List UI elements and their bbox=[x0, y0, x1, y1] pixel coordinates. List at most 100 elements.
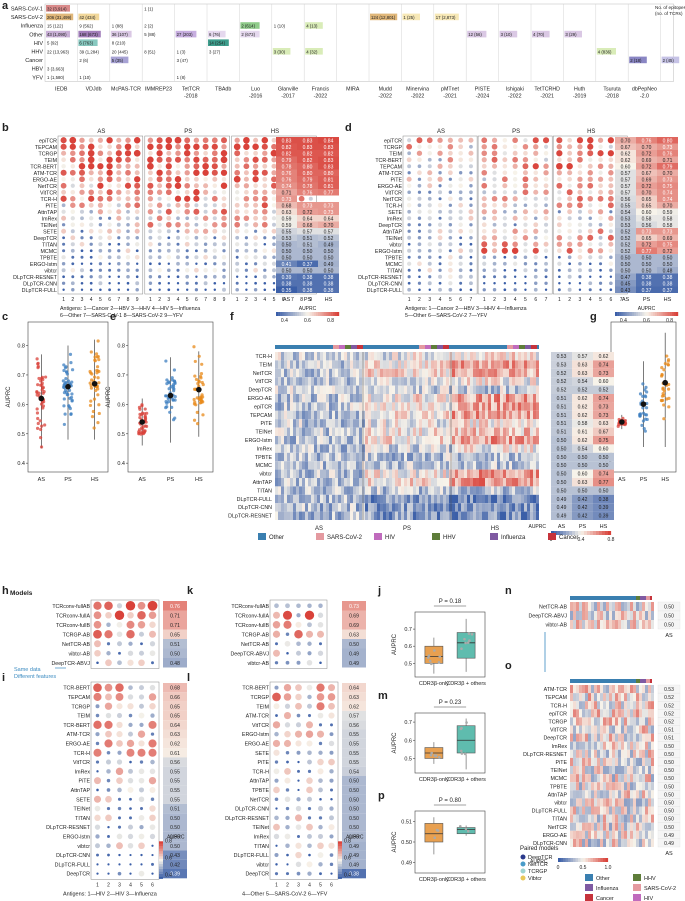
panel-f-heat-cell bbox=[428, 478, 431, 487]
panel-f-heat-cell bbox=[437, 419, 440, 428]
panel-b-dot bbox=[107, 183, 112, 189]
panel-a-row-label: HHV bbox=[31, 50, 43, 56]
panel-f-heat-cell bbox=[365, 452, 368, 462]
panel-f-heat-cell bbox=[383, 427, 386, 436]
panel-d-score-cell bbox=[615, 189, 636, 196]
panel-f-heat-cell bbox=[410, 360, 413, 369]
panel-b-dot bbox=[70, 177, 75, 182]
panel-d-dot bbox=[556, 234, 563, 241]
panel-d-dot bbox=[458, 144, 464, 150]
panel-f-heat-cell bbox=[344, 469, 347, 478]
panel-b-dot bbox=[254, 275, 257, 279]
panel-f-heat-cell bbox=[374, 503, 377, 512]
panel-f-annotation-cell bbox=[411, 345, 413, 349]
panel-d-dot bbox=[448, 229, 453, 234]
panel-f-heat-cell bbox=[389, 478, 392, 487]
panel-f-score-cell bbox=[593, 419, 614, 428]
panel-f-annotation-cell bbox=[425, 345, 427, 349]
panel-b-score-cell bbox=[276, 143, 297, 150]
panel-d-dot bbox=[458, 177, 463, 182]
panel-b-dot bbox=[116, 183, 122, 189]
panel-f-heat-cell bbox=[323, 511, 326, 520]
panel-f-heat-cell bbox=[350, 436, 353, 445]
panel-f-score-text: 0.42 bbox=[578, 497, 588, 503]
panel-d-dot bbox=[607, 234, 614, 241]
panel-a-row-label: Cancer bbox=[25, 58, 43, 64]
panel-f-annotation-cell bbox=[403, 345, 405, 349]
panel-f-heat-cell bbox=[392, 511, 395, 520]
panel-d-dot bbox=[512, 228, 518, 234]
panel-l-colorbar-title: AUPRC bbox=[346, 834, 364, 840]
panel-f-heat-cell bbox=[413, 436, 416, 445]
panel-f-heat-cell bbox=[332, 352, 335, 361]
panel-a-cell-label: 36 (107) bbox=[112, 32, 129, 37]
panel-b-dot bbox=[203, 203, 208, 208]
panel-d-dot bbox=[503, 268, 507, 272]
panel-h-dot bbox=[127, 659, 134, 666]
panel-b-dot bbox=[80, 216, 84, 221]
panel-k-dot bbox=[318, 603, 323, 608]
panel-a-db-name: TetTCRHD bbox=[534, 86, 560, 92]
panel-f-heat-cell bbox=[428, 511, 431, 520]
panel-f-heat-cell bbox=[419, 452, 422, 462]
panel-f-heat-cell bbox=[353, 377, 356, 386]
panel-d-dot bbox=[533, 287, 538, 292]
panel-f-heat-cell bbox=[395, 494, 398, 504]
panel-f-heat-cell bbox=[293, 352, 296, 361]
panel-b-dot bbox=[70, 163, 76, 169]
panel-f-heat-cell bbox=[536, 352, 539, 361]
panel-f-heat-cell bbox=[392, 368, 395, 378]
panel-b-dot bbox=[157, 163, 162, 169]
panel-i-dot bbox=[149, 824, 156, 830]
panel-d-score-text: 0.70 bbox=[642, 190, 652, 196]
panel-b-dot bbox=[234, 215, 240, 222]
panel-f-annotation-cell bbox=[281, 345, 283, 349]
panel-a-cell-label: 5 (88) bbox=[144, 32, 156, 37]
panel-d-dot bbox=[458, 157, 463, 163]
panel-d-colorbar-step bbox=[615, 312, 618, 316]
panel-f-score-cell bbox=[551, 402, 572, 411]
panel-f-heat-cell bbox=[377, 478, 380, 487]
panel-d-colorbar-step bbox=[657, 312, 660, 316]
panel-d-dot bbox=[438, 262, 442, 266]
panel-f-heat-cell bbox=[482, 494, 485, 504]
panel-f-heat-cell bbox=[425, 469, 428, 478]
panel-c-point bbox=[96, 421, 100, 425]
panel-f-heat-cell bbox=[296, 452, 299, 462]
panel-d-dot bbox=[458, 150, 463, 156]
panel-b-score-cell bbox=[318, 247, 339, 254]
panel-n-annotation-cell bbox=[634, 596, 636, 600]
panel-b-dot bbox=[70, 150, 76, 156]
panel-f-heat-cell bbox=[470, 410, 473, 420]
panel-b-dot bbox=[97, 189, 103, 195]
panel-f-score-cell bbox=[551, 352, 572, 361]
panel-f-heat-cell bbox=[425, 444, 428, 453]
panel-f-heat-cell bbox=[281, 503, 284, 512]
panel-a-db-name: PISTE bbox=[475, 86, 491, 92]
panel-l-dot bbox=[316, 683, 325, 692]
panel-f-heat-cell bbox=[518, 368, 521, 378]
panel-n-annotation-cell bbox=[616, 596, 618, 600]
panel-i-dot bbox=[149, 833, 156, 840]
panel-f-heat-cell bbox=[428, 368, 431, 378]
panel-f-heat-cell bbox=[368, 377, 371, 386]
panel-f-heat-cell bbox=[350, 368, 353, 378]
panel-c-xtick: PS bbox=[64, 477, 72, 483]
panel-f-heat-cell bbox=[326, 436, 329, 445]
panel-d-dot bbox=[512, 163, 518, 169]
panel-b-dot bbox=[252, 189, 259, 195]
panel-b-colorbar-step bbox=[280, 312, 283, 316]
panel-f-heat-cell bbox=[524, 352, 527, 361]
panel-d-dot bbox=[448, 196, 453, 202]
panel-n-annotation-cell bbox=[646, 596, 648, 600]
panel-f-heat-cell bbox=[374, 469, 377, 478]
panel-l-dot bbox=[328, 842, 335, 849]
panel-d-dot bbox=[427, 235, 432, 240]
panel-b-dot bbox=[213, 262, 217, 266]
panel-d-dot bbox=[543, 144, 549, 149]
panel-b-dot bbox=[70, 183, 75, 188]
panel-f-heat-cell bbox=[293, 444, 296, 453]
panel-d-dot bbox=[532, 163, 539, 170]
panel-f-heat-cell bbox=[275, 469, 278, 478]
panel-f-heat-cell bbox=[527, 494, 530, 504]
